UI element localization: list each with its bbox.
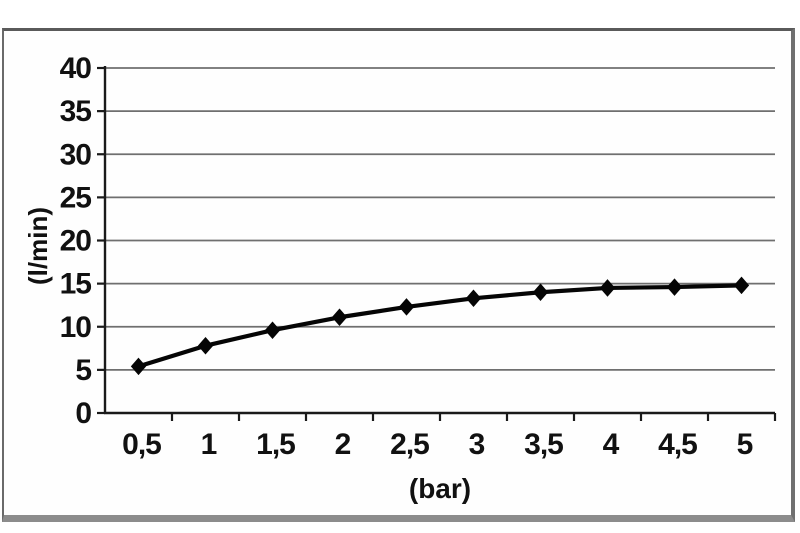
y-axis-title: (l/min) — [23, 207, 53, 285]
data-point-marker — [733, 276, 750, 295]
data-point-marker — [197, 336, 214, 355]
x-tick-label: 2,5 — [390, 428, 429, 461]
series-line — [136, 283, 744, 369]
y-tick-label: 35 — [60, 95, 92, 128]
data-point-marker — [465, 289, 482, 308]
x-axis-title: (bar) — [408, 473, 472, 504]
data-point-marker — [398, 298, 415, 316]
y-tick-label: 30 — [60, 138, 92, 171]
x-tick-label: 1,5 — [256, 428, 295, 461]
x-tick-label: 3 — [469, 428, 485, 461]
x-tick-label: 4 — [603, 428, 620, 461]
y-tick-label: 40 — [60, 52, 92, 85]
x-tick-label: 2 — [335, 428, 351, 461]
y-tick-label: 15 — [60, 268, 92, 301]
x-tick-label: 5 — [737, 428, 753, 461]
y-tick-label: 25 — [60, 181, 92, 214]
y-tick-label: 20 — [60, 225, 92, 258]
data-point-marker — [331, 308, 348, 327]
x-tick-label: 3,5 — [524, 428, 563, 461]
x-tick-label: 1 — [201, 428, 217, 461]
data-point-marker — [264, 321, 281, 339]
y-tick-label: 10 — [60, 311, 92, 344]
x-tick-label: 0,5 — [122, 428, 161, 461]
y-tick-label: 5 — [75, 354, 91, 387]
x-tick-label: 4,5 — [658, 428, 697, 461]
data-point-marker — [532, 283, 549, 302]
y-tick-label: 0 — [75, 397, 91, 430]
data-point-marker — [130, 357, 147, 376]
data-point-marker — [599, 279, 616, 297]
data-point-marker — [666, 278, 683, 296]
